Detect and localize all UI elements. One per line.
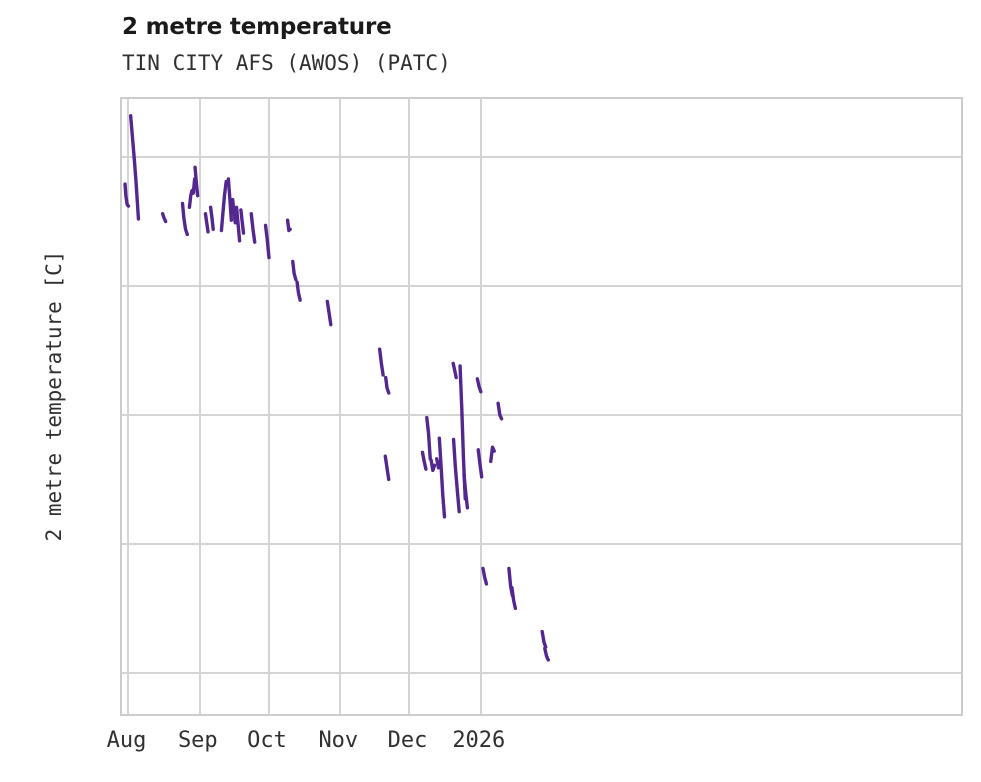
series-segment — [325, 299, 333, 327]
series-segment — [429, 458, 437, 473]
series-segment — [489, 445, 496, 464]
gridline-vertical — [408, 99, 411, 714]
series-segment — [476, 448, 484, 479]
x-tick-label: Aug — [106, 728, 147, 753]
series-segment — [496, 401, 504, 421]
x-tick-label: 2026 — [452, 728, 506, 753]
series-segment — [291, 259, 298, 282]
series-segment — [295, 280, 302, 302]
chart-title: 2 metre temperature — [122, 14, 392, 40]
series-segment — [187, 188, 194, 210]
series-segment — [543, 646, 550, 662]
series-segment — [425, 415, 432, 461]
gridline-vertical — [267, 99, 270, 714]
series-segment — [420, 450, 428, 471]
series-segment — [540, 629, 548, 649]
x-tick-label: Sep — [177, 728, 218, 753]
series-segment — [475, 377, 483, 394]
gridline-vertical — [127, 99, 130, 714]
series-segment — [219, 179, 228, 233]
series-segment — [451, 361, 458, 380]
series-segment — [249, 212, 257, 244]
series-segment — [510, 586, 518, 611]
x-tick-label: Oct — [247, 728, 287, 753]
gridline-horizontal — [122, 284, 961, 287]
series-segment — [481, 566, 489, 586]
x-tick-label: Nov — [318, 728, 359, 753]
series-segment — [193, 165, 200, 198]
gridline-vertical — [198, 99, 201, 714]
series-segment — [230, 197, 237, 225]
gridline-horizontal — [122, 413, 961, 416]
series-segment — [451, 437, 461, 514]
series-segment — [462, 472, 470, 510]
series-segment — [123, 182, 131, 208]
x-tick-label: Dec — [387, 728, 428, 753]
series-segment — [384, 375, 391, 395]
gridline-vertical — [339, 99, 342, 714]
series-segment — [437, 436, 447, 519]
series-segment — [160, 212, 168, 224]
series-segment — [203, 212, 210, 234]
series-segment — [226, 177, 234, 222]
series-segment — [383, 454, 391, 482]
series-segment — [128, 114, 141, 221]
gridline-horizontal — [122, 156, 961, 159]
plot-area — [120, 97, 963, 716]
series-segment — [285, 218, 292, 233]
gridline-vertical — [479, 99, 482, 714]
series-segment — [377, 347, 385, 377]
gridline-horizontal — [122, 671, 961, 674]
series-segment — [239, 208, 246, 235]
chart-subtitle: TIN CITY AFS (AWOS) (PATC) — [122, 51, 451, 75]
data-series-layer — [123, 114, 550, 662]
gridline-horizontal — [122, 542, 961, 545]
y-axis-label: 2 metre temperature [C] — [42, 250, 66, 542]
series-segment — [208, 205, 215, 231]
series-segment — [263, 223, 271, 260]
series-segment — [180, 201, 189, 237]
series-segment — [234, 205, 242, 243]
